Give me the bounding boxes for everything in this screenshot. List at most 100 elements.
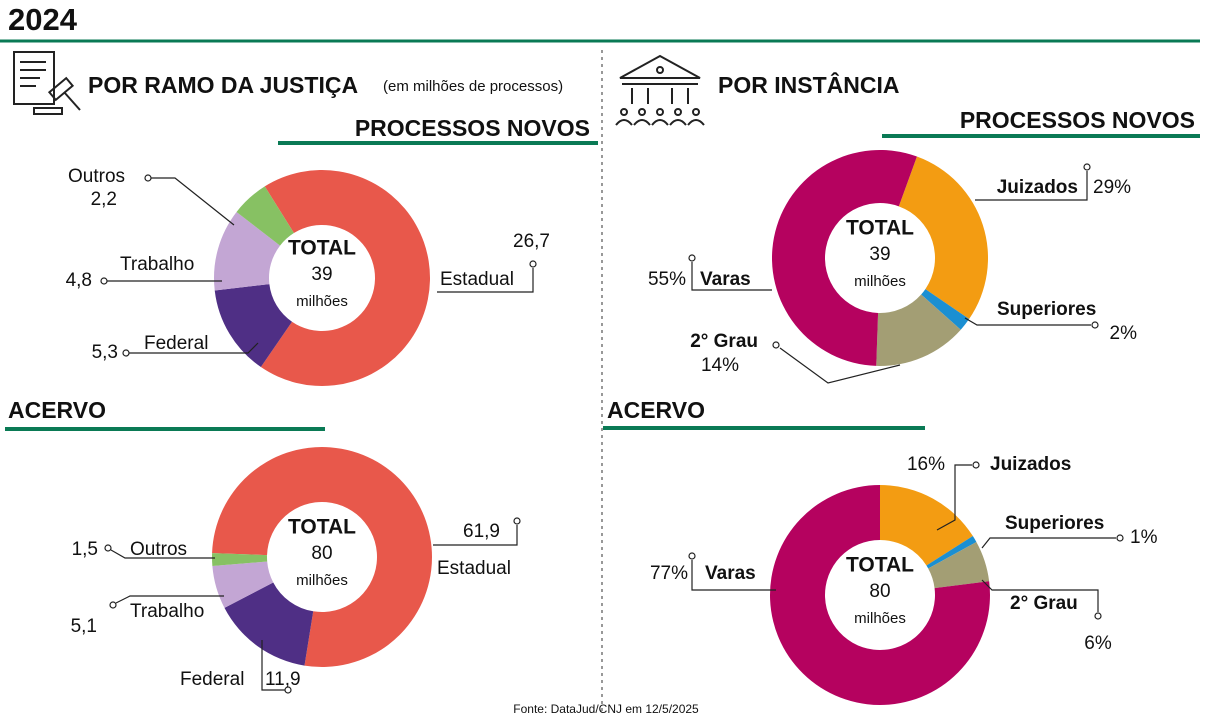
donut-slice xyxy=(921,289,970,330)
leader-line xyxy=(437,268,534,293)
leader-line xyxy=(691,560,776,591)
slice-value: 16% xyxy=(907,454,945,475)
leader-dot xyxy=(100,277,108,285)
slice-name: Trabalho xyxy=(130,601,204,622)
donut-slice xyxy=(212,561,274,608)
leader-line xyxy=(981,579,1099,612)
slice-value: 4,8 xyxy=(66,270,92,291)
donut-slice xyxy=(214,211,281,291)
slice-name: Superiores xyxy=(997,299,1096,320)
leader-line xyxy=(981,537,1116,549)
center-label: TOTAL xyxy=(846,217,914,240)
leader-line xyxy=(691,262,772,291)
center-unit: milhões xyxy=(296,293,348,310)
leader-line xyxy=(115,595,224,604)
leader-line xyxy=(110,549,215,559)
leader-dot xyxy=(772,341,780,349)
slice-name: Federal xyxy=(180,669,244,690)
section-heading: POR INSTÂNCIA xyxy=(718,71,899,98)
slice-name: 2° Grau xyxy=(690,331,758,352)
donut-slice xyxy=(926,536,977,569)
slice-value: 29% xyxy=(1093,177,1131,198)
slice-name: Outros xyxy=(130,539,187,560)
slice-value: 2,2 xyxy=(91,189,117,210)
slice-name: Estadual xyxy=(440,269,514,290)
leader-dot xyxy=(688,254,696,262)
center-unit: milhões xyxy=(854,610,906,627)
center-value: 39 xyxy=(311,264,332,285)
section-heading: POR RAMO DA JUSTIÇA xyxy=(88,72,358,98)
center-value: 80 xyxy=(869,581,890,602)
leader-dot xyxy=(1094,612,1102,620)
chart-title: ACERVO xyxy=(8,397,106,423)
leader-dot xyxy=(109,601,117,609)
slice-name: Juizados xyxy=(990,454,1071,475)
leader-dot xyxy=(144,174,152,182)
court-icon xyxy=(615,54,705,126)
leader-dot xyxy=(1083,163,1091,171)
donut-slice xyxy=(771,149,917,366)
leader-dot xyxy=(1116,534,1124,542)
donut-slice xyxy=(898,156,989,320)
slice-value: 55% xyxy=(648,269,686,290)
chart-title: ACERVO xyxy=(607,397,705,423)
donut-slice xyxy=(876,294,961,366)
leader-line xyxy=(936,464,972,531)
center-value: 80 xyxy=(311,543,332,564)
leader-line xyxy=(126,342,259,354)
chart-title: PROCESSOS NOVOS xyxy=(960,107,1195,133)
leader-dot xyxy=(122,349,130,357)
section-note: (em milhões de processos) xyxy=(383,78,563,95)
center-label: TOTAL xyxy=(288,516,356,539)
slice-name: 2° Grau xyxy=(1010,593,1078,614)
donut-slice xyxy=(928,542,990,589)
slice-value: 5,1 xyxy=(71,616,97,637)
leader-dot xyxy=(688,552,696,560)
center-unit: milhões xyxy=(854,273,906,290)
leader-dot xyxy=(284,686,292,694)
donut-slice xyxy=(880,485,973,566)
donut-slice xyxy=(769,485,990,705)
leader-line xyxy=(261,640,285,691)
slice-value: 26,7 xyxy=(513,231,550,252)
leader-line xyxy=(433,525,518,546)
slice-name: Outros xyxy=(68,166,125,187)
slice-name: Trabalho xyxy=(120,254,194,275)
leader-line xyxy=(975,171,1088,201)
slice-value: 1,5 xyxy=(72,539,98,560)
slice-value: 2% xyxy=(1110,323,1138,344)
donut-slice xyxy=(212,446,432,667)
leader-dot xyxy=(972,461,980,469)
donut-slice xyxy=(236,186,294,246)
slice-name: Varas xyxy=(700,269,751,290)
slice-value: 61,9 xyxy=(463,521,500,542)
leader-dot xyxy=(1091,321,1099,329)
source: Fonte: DataJud/CNJ em 12/5/2025 xyxy=(513,702,699,716)
slice-value: 11,9 xyxy=(265,669,301,690)
slice-name: Estadual xyxy=(437,558,511,579)
slice-value: 6% xyxy=(1084,633,1112,654)
slice-value: 1% xyxy=(1130,527,1158,548)
leader-line xyxy=(148,177,235,226)
leader-dot xyxy=(513,517,521,525)
justice-icon xyxy=(13,51,81,115)
donut-slice xyxy=(212,553,268,567)
leader-dot xyxy=(104,544,112,552)
slice-name: Federal xyxy=(144,333,208,354)
donut-slice xyxy=(260,170,430,386)
center-unit: milhões xyxy=(296,572,348,589)
donut-slice xyxy=(224,582,314,666)
center-value: 39 xyxy=(869,244,890,265)
center-label: TOTAL xyxy=(288,237,356,260)
donut-slice xyxy=(214,284,293,368)
leader-line xyxy=(964,317,1091,326)
slice-name: Varas xyxy=(705,563,756,584)
page-title: 2024 xyxy=(8,2,78,37)
slice-value: 77% xyxy=(650,563,688,584)
slice-value: 5,3 xyxy=(92,342,118,363)
center-label: TOTAL xyxy=(846,554,914,577)
chart-title: PROCESSOS NOVOS xyxy=(355,115,590,141)
leader-line xyxy=(779,347,901,384)
leader-dot xyxy=(529,260,537,268)
